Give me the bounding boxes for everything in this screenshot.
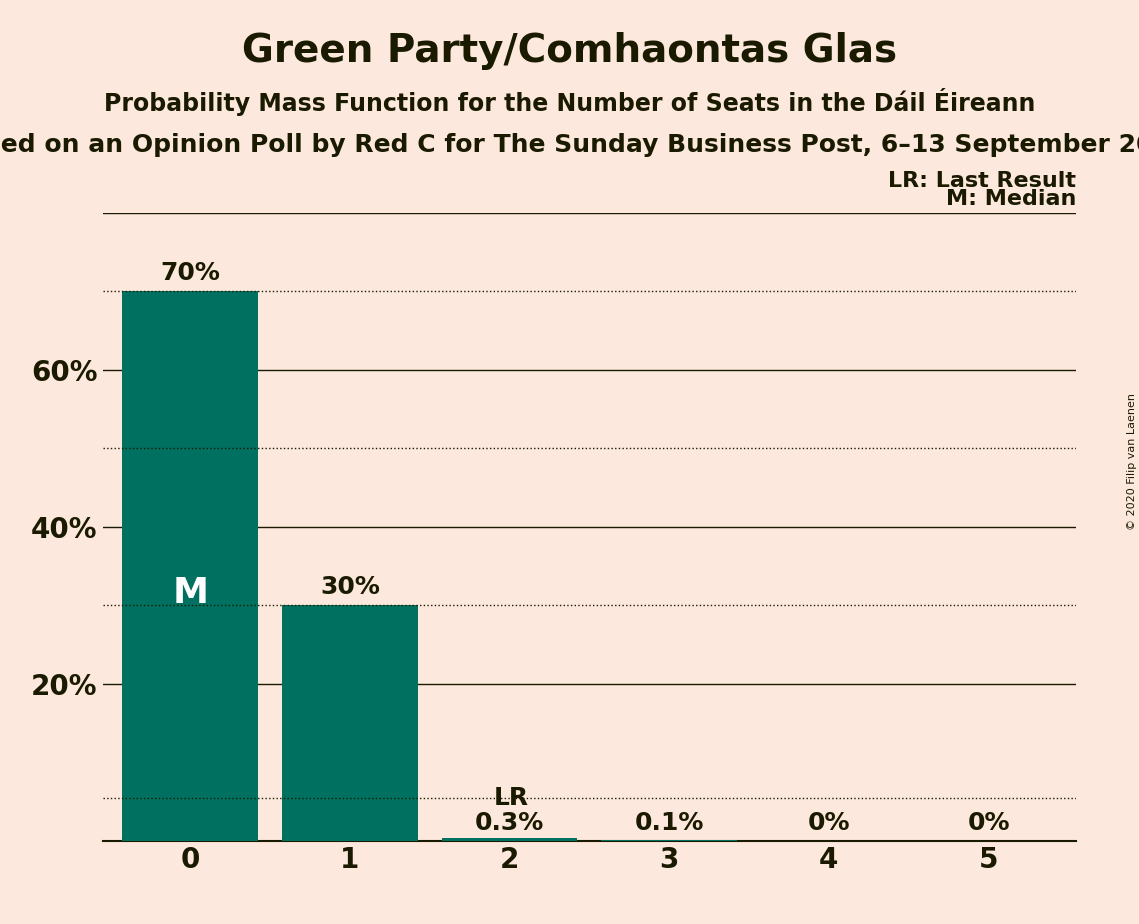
- Text: 70%: 70%: [161, 261, 220, 285]
- Text: Green Party/Comhaontas Glas: Green Party/Comhaontas Glas: [241, 32, 898, 70]
- Bar: [442, 838, 577, 841]
- Text: LR: LR: [493, 785, 528, 809]
- Text: 0.3%: 0.3%: [475, 810, 544, 834]
- Text: LR: Last Result: LR: Last Result: [888, 171, 1076, 190]
- Text: M: Median: M: Median: [947, 189, 1076, 210]
- Text: Probability Mass Function for the Number of Seats in the Dáil Éireann: Probability Mass Function for the Number…: [104, 88, 1035, 116]
- Text: © 2020 Filip van Laenen: © 2020 Filip van Laenen: [1126, 394, 1137, 530]
- Text: M: M: [172, 577, 208, 611]
- Text: 0%: 0%: [967, 810, 1010, 834]
- Text: 0%: 0%: [808, 810, 850, 834]
- Bar: [123, 291, 259, 841]
- Text: 30%: 30%: [320, 575, 380, 599]
- Bar: [282, 605, 418, 841]
- Text: 0.1%: 0.1%: [634, 810, 704, 834]
- Text: Based on an Opinion Poll by Red C for The Sunday Business Post, 6–13 September 2: Based on an Opinion Poll by Red C for Th…: [0, 133, 1139, 157]
